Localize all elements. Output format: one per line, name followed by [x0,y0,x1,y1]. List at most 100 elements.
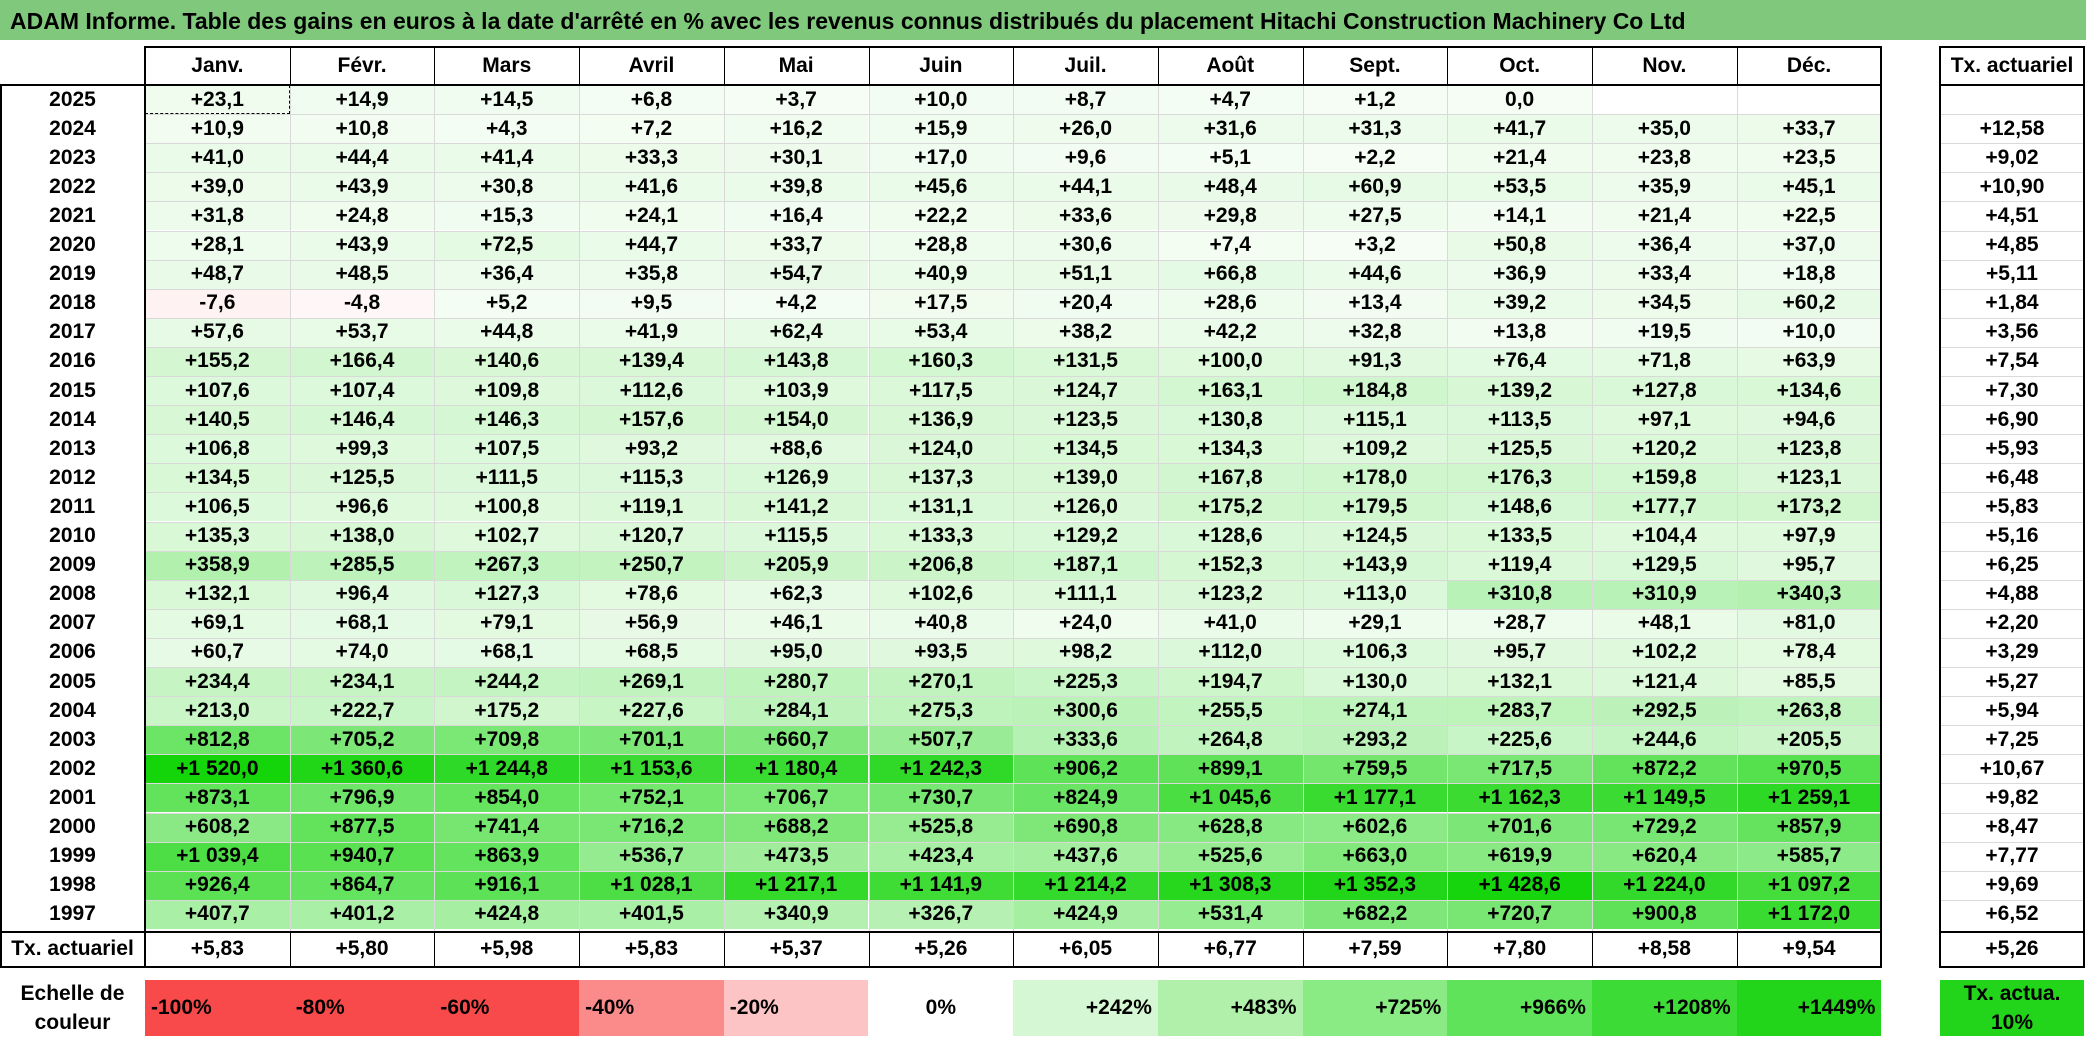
grid-line [1736,85,1738,932]
gain-cell: +134,3 [1157,434,1303,464]
gain-cell: +33,7 [1736,114,1882,144]
rate-cell: +3,29 [1985,640,2039,664]
gain-cell: +36,9 [1447,259,1592,289]
gain-cell: +53,7 [289,317,435,347]
grid-line [1447,931,1449,966]
grid-line [579,931,581,966]
gain-cell: +14,5 [434,85,580,115]
year-label: 2006 [49,640,96,664]
gain-cell: +741,4 [434,812,580,842]
gain-cell: +24,0 [1013,608,1158,638]
gain-cell: +152,3 [1157,550,1303,580]
gain-cell: +13,4 [1302,288,1448,318]
rate-cell: +2,20 [1985,611,2039,635]
scale-step: -20% [723,980,869,1036]
gain-cell: +326,7 [868,899,1014,929]
gain-cell: +283,7 [1447,696,1592,726]
month-header: Janv. [191,54,244,77]
gain-cell: +102,6 [868,579,1014,609]
gain-cell: +473,5 [723,841,869,871]
gain-cell: +111,1 [1013,579,1158,609]
gain-cell: +340,3 [1736,579,1882,609]
footer-rate-cell: +5,26 [914,936,968,960]
scale-step: -60% [434,980,580,1036]
year-label: 2002 [49,756,96,780]
footer-rate-cell: +6,77 [1203,936,1257,960]
grid-line [1940,841,2084,843]
gain-cell: +38,2 [1013,317,1158,347]
gain-cell: +28,8 [868,230,1014,260]
grid-line [1157,931,1159,966]
gain-cell: +138,0 [289,521,435,551]
grid-line [1736,48,1738,84]
gain-cell: +41,0 [1157,608,1303,638]
grid-line [0,930,1882,933]
gain-cell: +269,1 [579,667,724,697]
grid-line [1940,579,2084,581]
report-title: ADAM Informe. Table des gains en euros à… [0,0,2086,40]
gain-cell: +30,8 [434,172,580,202]
gain-cell: +184,8 [1302,376,1448,406]
gain-cell: +43,9 [289,172,435,202]
gain-cell: +263,8 [1736,696,1882,726]
gain-cell: +56,9 [579,608,724,638]
year-label: 2015 [49,378,96,402]
gain-cell: +796,9 [289,783,435,813]
gain-cell: +40,9 [868,259,1014,289]
gain-cell: +688,2 [723,812,869,842]
gain-cell: +24,1 [579,201,724,231]
gain-cell: +21,4 [1447,143,1592,173]
gain-cell: +125,5 [1447,434,1592,464]
gain-cell: +854,0 [434,783,580,813]
gain-cell: +717,5 [1447,754,1592,784]
gain-cell: +88,6 [723,434,869,464]
year-label: 2020 [49,233,96,257]
gain-cell: +123,8 [1736,434,1882,464]
gain-cell: +133,5 [1447,521,1592,551]
gain-cell: +134,5 [145,463,290,493]
grid-line [1157,48,1159,84]
gain-cell: +120,2 [1592,434,1737,464]
gain-cell: +48,4 [1157,172,1303,202]
gain-cell: +130,8 [1157,405,1303,435]
gain-cell: +620,4 [1592,841,1737,871]
grid-line [434,48,436,84]
gain-cell: +31,3 [1302,114,1448,144]
gain-cell: +31,8 [145,201,290,231]
year-label: 2010 [49,524,96,548]
gain-cell: +18,8 [1736,259,1882,289]
grid-line [1940,965,2084,968]
footer-rate-cell: +5,83 [624,936,678,960]
gain-cell: +60,2 [1736,288,1882,318]
gain-cell: +1 428,6 [1447,870,1592,900]
gain-cell: +16,2 [723,114,869,144]
gain-cell: +99,3 [289,434,435,464]
gain-cell: +113,0 [1302,579,1448,609]
gain-cell: +682,2 [1302,899,1448,929]
gain-cell: +33,7 [723,230,869,260]
grid-line [1880,46,1883,968]
grid-line [1940,637,2084,639]
gain-cell: +205,9 [723,550,869,580]
year-label: 2014 [49,407,96,431]
gain-cell: +926,4 [145,870,290,900]
gain-cell: +15,9 [868,114,1014,144]
gain-cell: +730,7 [868,783,1014,813]
rate-cell: +5,16 [1985,524,2039,548]
gain-cell: +45,1 [1736,172,1882,202]
year-label: 2017 [49,320,96,344]
gain-cell: +1 162,3 [1447,783,1592,813]
gain-cell: +100,8 [434,492,580,522]
gain-cell: +4,7 [1157,85,1303,115]
gain-cell: +53,4 [868,317,1014,347]
gain-cell: +32,8 [1302,317,1448,347]
gain-cell: +916,1 [434,870,580,900]
grid-line [1592,48,1593,84]
gain-cell: +107,5 [434,434,580,464]
gain-cell: +14,1 [1447,201,1592,231]
gain-cell: +1 214,2 [1013,870,1158,900]
gain-cell: +970,5 [1736,754,1882,784]
year-label: 1997 [49,902,96,926]
gain-cell: +127,3 [434,579,580,609]
gain-cell: +109,2 [1302,434,1448,464]
